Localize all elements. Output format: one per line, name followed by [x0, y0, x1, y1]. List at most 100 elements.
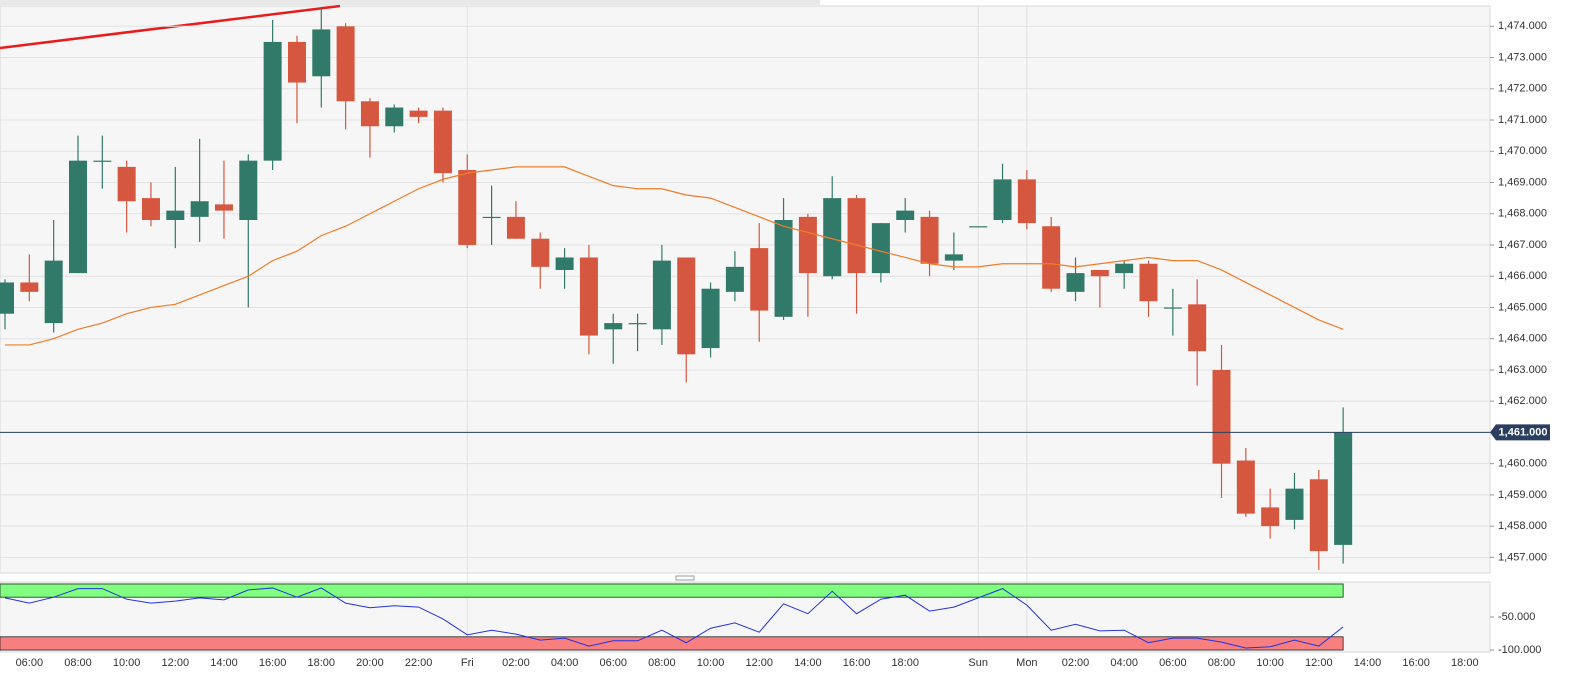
candle-body	[1285, 488, 1304, 520]
candle-body	[385, 107, 404, 127]
price-panel	[0, 5, 1491, 574]
candle-body	[1261, 507, 1280, 527]
x-tick-label: 18:00	[308, 657, 336, 669]
candle-body	[823, 198, 842, 277]
candle-body	[944, 254, 963, 261]
x-tick-label: 04:00	[1110, 657, 1138, 669]
y-tick-label: 1,469.000	[1498, 176, 1547, 188]
candle-body	[0, 282, 14, 314]
y-tick-label: 1,465.000	[1498, 301, 1547, 313]
candle-body	[239, 160, 258, 220]
candle-body	[20, 282, 39, 292]
oscillator-line	[4, 587, 1344, 649]
x-tick-label: 08:00	[64, 657, 92, 669]
moving-average	[5, 166, 1344, 346]
candle-body	[93, 160, 112, 162]
y-tick-label: 1,466.000	[1498, 270, 1547, 282]
x-tick-label: 08:00	[1208, 657, 1236, 669]
candle-body	[579, 257, 598, 336]
candle-body	[1115, 263, 1134, 274]
x-tick-label: 12:00	[1305, 657, 1333, 669]
x-tick-label: 06:00	[599, 657, 627, 669]
y-tick-label: 1,457.000	[1498, 551, 1547, 563]
candle-body	[190, 201, 209, 217]
candle-body	[798, 216, 817, 274]
x-tick-label: 18:00	[891, 657, 919, 669]
candle-body	[360, 101, 379, 127]
y-tick-label: 1,472.000	[1498, 83, 1547, 95]
last-price-tag	[1490, 424, 1550, 441]
y-tick-label: 1,462.000	[1498, 395, 1547, 407]
candle-body	[1236, 460, 1255, 514]
candle-body	[141, 198, 160, 220]
x-tick-label: Mon	[1016, 657, 1037, 669]
x-tick-label: 06:00	[16, 657, 44, 669]
candle-body	[482, 216, 501, 219]
x-tick-label: 10:00	[1256, 657, 1284, 669]
x-tick-label: 16:00	[1402, 657, 1430, 669]
candle-body	[312, 29, 331, 77]
labels: 1,457.000 1,458.000 1,459.000 1,460.000 1,46…	[16, 20, 1550, 669]
y-tick-label: 1,470.000	[1498, 145, 1547, 157]
candle-body	[44, 260, 63, 324]
candle-body	[166, 210, 185, 220]
x-tick-label: 16:00	[843, 657, 871, 669]
y-tick-label: 1,460.000	[1498, 458, 1547, 470]
candle-body	[774, 219, 793, 317]
candle-body	[531, 238, 550, 267]
candle-body	[263, 41, 282, 161]
candle-body	[628, 323, 647, 325]
candle-body	[896, 210, 915, 220]
candle-body	[433, 110, 452, 174]
candle-body	[68, 160, 87, 274]
y-tick-label: 1,459.000	[1498, 489, 1547, 501]
x-tick-label: Fri	[461, 657, 474, 669]
candle-body	[214, 204, 233, 211]
x-tick-label: 04:00	[551, 657, 579, 669]
x-tick-label: 18:00	[1451, 657, 1479, 669]
candle-body	[409, 110, 428, 117]
y-tick-label: 1,464.000	[1498, 333, 1547, 345]
y-tick-label: 1,467.000	[1498, 239, 1547, 251]
candle-body	[1090, 269, 1109, 277]
candle-body	[847, 198, 866, 274]
candle-body	[604, 323, 623, 330]
x-tick-label: 14:00	[794, 657, 822, 669]
candle-body	[1042, 226, 1061, 289]
toolbar-strip	[0, 0, 820, 5]
band	[0, 636, 1344, 651]
candle-body	[652, 260, 671, 330]
y-tick-label: 1,468.000	[1498, 208, 1547, 220]
candle-body	[701, 288, 720, 349]
candle-body	[1212, 369, 1231, 464]
trend-line	[0, 4, 341, 50]
x-tick-label: 12:00	[162, 657, 190, 669]
candle-body	[725, 266, 744, 292]
candle-body	[1163, 307, 1182, 309]
x-tick-label: 06:00	[1159, 657, 1187, 669]
candle-body	[336, 26, 355, 102]
x-tick-label: 14:00	[1354, 657, 1382, 669]
y-tick-label: 1,458.000	[1498, 520, 1547, 532]
candle-body	[1309, 479, 1328, 552]
candle-body	[993, 179, 1012, 220]
x-tick-label: 02:00	[502, 657, 530, 669]
x-tick-label: Sun	[968, 657, 988, 669]
candle-body	[458, 170, 477, 245]
candle-body	[1017, 179, 1036, 224]
y-tick-label: 1,474.000	[1498, 20, 1547, 32]
candle-body	[117, 166, 136, 202]
x-tick-label: 14:00	[210, 657, 238, 669]
candle-body	[1066, 273, 1085, 292]
candle-body	[555, 257, 574, 270]
candle-body	[920, 216, 939, 264]
x-tick-label: 12:00	[745, 657, 773, 669]
candle-body	[1334, 432, 1353, 545]
x-tick-label: 16:00	[259, 657, 287, 669]
candle-body	[506, 216, 525, 239]
candle-body	[969, 226, 988, 228]
y-tick-label: 1,471.000	[1498, 114, 1547, 126]
panel-resize-handle[interactable]	[675, 575, 695, 581]
